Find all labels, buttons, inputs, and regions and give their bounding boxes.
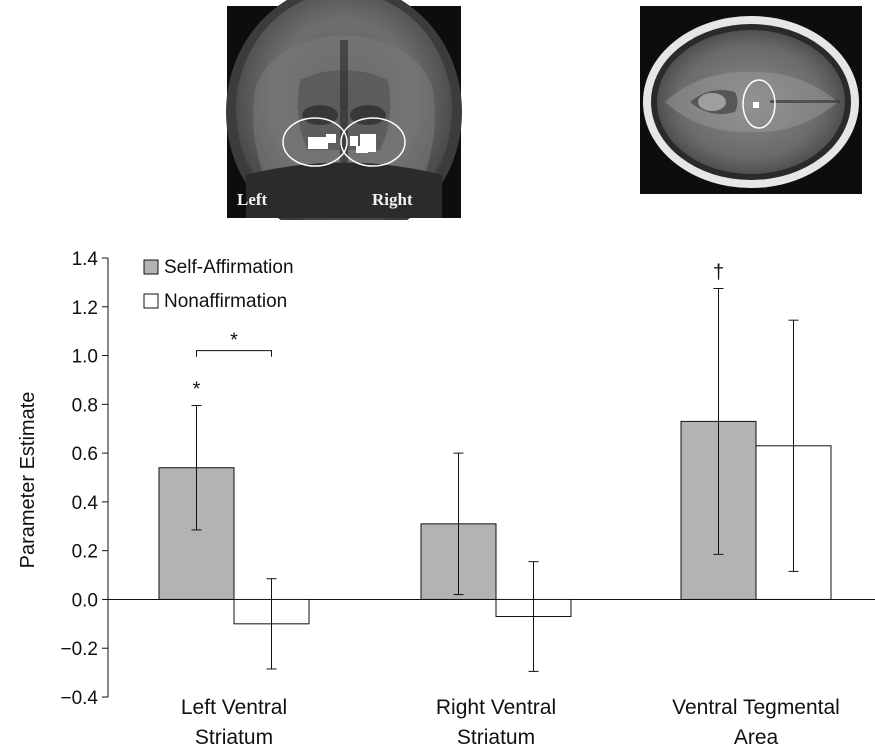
category-labels: Left Ventral Striatum Right Ventral Striatu…	[181, 696, 840, 749]
category-label: Striatum	[195, 726, 273, 749]
bars	[158, 420, 832, 625]
category-label: Left Ventral	[181, 696, 287, 719]
error-bars	[191, 287, 799, 672]
significance-bracket	[196, 350, 272, 357]
annotations: * * †	[193, 261, 724, 400]
y-tick-label: −0.4	[60, 688, 98, 709]
y-tick-label: 0.6	[72, 444, 98, 465]
coronal-left-label: Left	[237, 190, 268, 209]
legend-label-self-affirmation: Self-Affirmation	[164, 257, 294, 278]
coronal-brain-image: Left Right	[226, 0, 462, 220]
y-tick-label: 0.0	[72, 590, 98, 611]
brain-images: Left Right	[226, 0, 862, 220]
y-ticks: 1.4 1.2 1.0 0.8 0.6 0.4 0.2 0.0 −0.2 −0.4	[60, 249, 108, 709]
category-label: Ventral Tegmental	[672, 696, 840, 719]
y-tick-label: 0.8	[72, 395, 98, 416]
y-tick-label: −0.2	[60, 639, 98, 660]
category-label: Striatum	[457, 726, 535, 749]
category-label: Area	[734, 726, 779, 749]
legend-swatch-self-affirmation	[143, 259, 159, 275]
axial-brain-image	[640, 6, 862, 194]
y-tick-label: 1.0	[72, 347, 98, 368]
legend-label-nonaffirmation: Nonaffirmation	[164, 291, 287, 312]
category-label: Right Ventral	[436, 696, 556, 719]
legend: Self-Affirmation Nonaffirmation	[143, 257, 294, 312]
y-tick-label: 1.2	[72, 298, 98, 319]
legend-swatch-nonaffirmation	[143, 293, 159, 309]
significance-marker: †	[713, 261, 724, 283]
significance-marker: *	[193, 379, 201, 401]
y-axis-title: Parameter Estimate	[17, 392, 39, 569]
significance-marker: *	[230, 330, 238, 352]
y-tick-label: 0.4	[72, 493, 99, 514]
y-tick-label: 1.4	[72, 249, 99, 270]
coronal-right-label: Right	[372, 190, 413, 209]
y-tick-label: 0.2	[72, 542, 98, 563]
